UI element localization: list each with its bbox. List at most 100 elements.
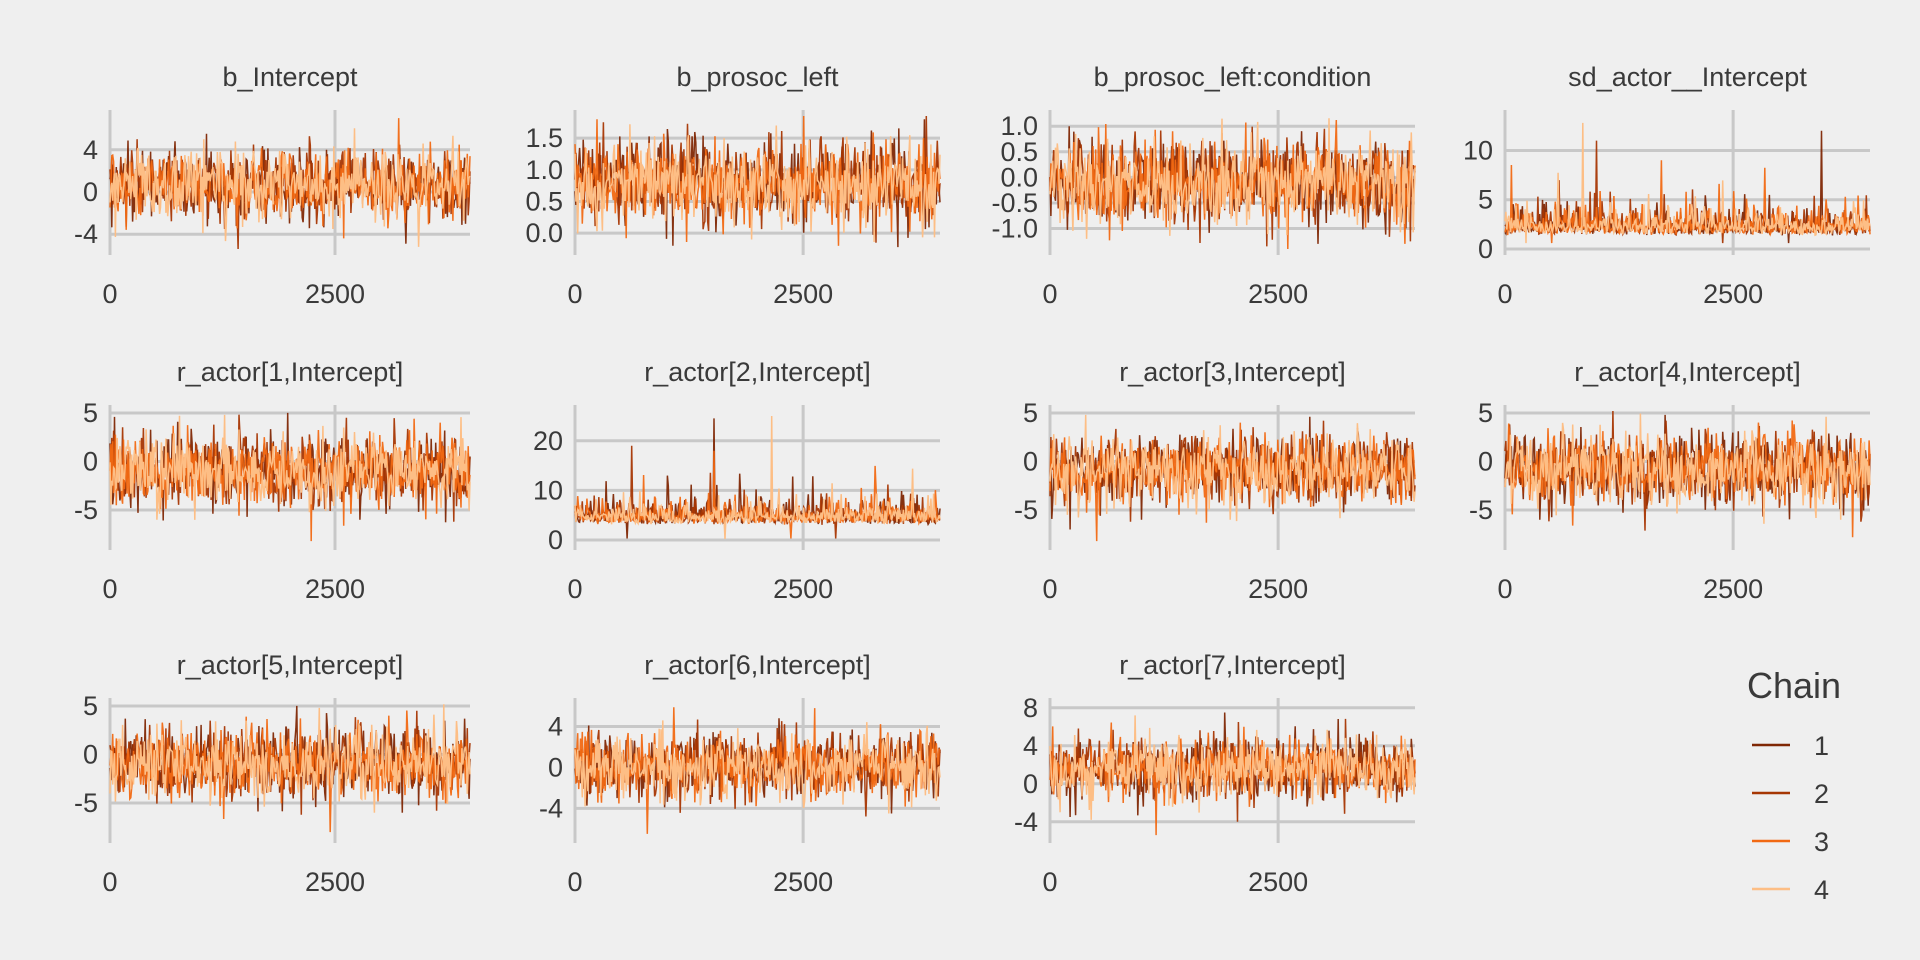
x-tick-label: 2500 [773, 574, 833, 604]
x-tick-label: 0 [1042, 867, 1057, 897]
x-tick-label: 2500 [1248, 279, 1308, 309]
panel-title: r_actor[2,Intercept] [644, 357, 871, 387]
y-tick-label: -5 [1469, 495, 1493, 525]
x-tick-label: 2500 [305, 279, 365, 309]
trace-panel: b_prosoc_left 0.00.51.01.5 0 2500 [525, 62, 941, 309]
y-tick-label: -4 [74, 219, 98, 249]
trace-line-chain-4 [574, 720, 941, 814]
y-tick-label: 0 [1478, 446, 1493, 476]
trace-line-chain-4 [1049, 118, 1416, 239]
y-tick-label: 5 [83, 398, 98, 428]
legend-items: 1 2 3 4 [1752, 731, 1829, 905]
trace-panel: b_prosoc_left:condition -1.0-0.50.00.51.0… [991, 62, 1416, 309]
y-tick-label: -5 [74, 495, 98, 525]
trace-line-chain-4 [574, 415, 941, 540]
legend-label-chain-4: 4 [1814, 875, 1829, 905]
y-tick-label: 0 [83, 739, 98, 769]
y-tick-label: 0 [548, 525, 563, 555]
y-tick-label: -1.0 [991, 214, 1038, 244]
trace-line-chain-3 [574, 450, 941, 539]
y-tick-label: 10 [1463, 135, 1493, 165]
trace-line-chain-4 [109, 128, 471, 247]
y-tick-label: -5 [74, 788, 98, 818]
trace-line-chain-4 [109, 414, 471, 520]
x-tick-label: 0 [102, 574, 117, 604]
y-tick-label: 5 [83, 691, 98, 721]
trace-panel: r_actor[2,Intercept] 0 10 20 0 2500 [533, 357, 941, 604]
x-tick-label: 0 [567, 867, 582, 897]
trace-panel: r_actor[3,Intercept] -5 0 5 0 2500 [1014, 357, 1416, 604]
trace-line-chain-4 [574, 124, 941, 243]
trace-line-chain-4 [1504, 122, 1871, 244]
y-tick-label: 4 [1023, 731, 1038, 761]
x-tick-label: 2500 [1248, 867, 1308, 897]
x-tick-label: 2500 [305, 574, 365, 604]
trace-line-chain-4 [1049, 414, 1416, 522]
panel-title: b_prosoc_left:condition [1094, 62, 1372, 92]
x-tick-label: 2500 [773, 279, 833, 309]
x-tick-label: 0 [102, 867, 117, 897]
trace-panel: r_actor[5,Intercept] -5 0 5 0 2500 [74, 650, 471, 897]
legend-label-chain-3: 3 [1814, 827, 1829, 857]
panel-title: r_actor[3,Intercept] [1119, 357, 1346, 387]
y-tick-label: 0 [548, 752, 563, 782]
trace-line-chain-4 [1504, 413, 1871, 524]
y-tick-label: 8 [1023, 693, 1038, 723]
trace-line-chain-2 [109, 710, 471, 815]
y-tick-label: -4 [539, 793, 563, 823]
panel-title: r_actor[6,Intercept] [644, 650, 871, 680]
y-tick-label: 0.0 [525, 218, 563, 248]
y-tick-label: 5 [1478, 185, 1493, 215]
y-tick-label: 0 [83, 446, 98, 476]
x-tick-label: 0 [1042, 279, 1057, 309]
legend-label-chain-2: 2 [1814, 779, 1829, 809]
trace-panel: sd_actor__Intercept 0 5 10 0 2500 [1463, 62, 1871, 309]
legend-label-chain-1: 1 [1814, 731, 1829, 761]
x-tick-label: 2500 [1703, 574, 1763, 604]
y-tick-label: 0.0 [1000, 162, 1038, 192]
y-tick-label: 1.5 [525, 123, 563, 153]
trace-line-chain-4 [1049, 715, 1416, 820]
y-tick-label: -5 [1014, 495, 1038, 525]
trace-line-chain-3 [1049, 722, 1416, 836]
y-tick-label: 0.5 [525, 187, 563, 217]
y-tick-label: 5 [1023, 398, 1038, 428]
y-tick-label: -0.5 [991, 188, 1038, 218]
x-tick-label: 0 [1497, 279, 1512, 309]
panel-title: r_actor[7,Intercept] [1119, 650, 1346, 680]
y-tick-label: 0 [1478, 234, 1493, 264]
y-tick-label: 0 [83, 177, 98, 207]
y-tick-label: -4 [1014, 807, 1038, 837]
y-tick-label: 0 [1023, 446, 1038, 476]
x-tick-label: 2500 [305, 867, 365, 897]
x-tick-label: 0 [567, 279, 582, 309]
y-tick-label: 1.0 [525, 155, 563, 185]
panel-title: b_prosoc_left [676, 62, 839, 92]
y-tick-label: 5 [1478, 398, 1493, 428]
x-tick-label: 0 [1497, 574, 1512, 604]
trace-line-chain-3 [109, 710, 471, 833]
x-tick-label: 0 [1042, 574, 1057, 604]
panel-title: r_actor[4,Intercept] [1574, 357, 1801, 387]
y-tick-label: 20 [533, 426, 563, 456]
y-tick-label: 1.0 [1000, 111, 1038, 141]
y-tick-label: 0 [1023, 769, 1038, 799]
legend-title: Chain [1747, 665, 1841, 706]
trace-line-chain-3 [1049, 119, 1416, 250]
y-tick-label: 0.5 [1000, 137, 1038, 167]
panel-title: sd_actor__Intercept [1568, 62, 1807, 92]
x-tick-label: 2500 [773, 867, 833, 897]
x-tick-label: 0 [567, 574, 582, 604]
x-tick-label: 0 [102, 279, 117, 309]
panel-title: r_actor[5,Intercept] [177, 650, 404, 680]
y-tick-label: 4 [83, 135, 98, 165]
x-tick-label: 2500 [1703, 279, 1763, 309]
trace-panel: r_actor[4,Intercept] -5 0 5 0 2500 [1469, 357, 1871, 604]
y-tick-label: 4 [548, 712, 563, 742]
chain-legend: Chain 1 2 3 4 [1747, 665, 1841, 905]
panel-title: b_Intercept [222, 62, 358, 92]
panel-title: r_actor[1,Intercept] [177, 357, 404, 387]
